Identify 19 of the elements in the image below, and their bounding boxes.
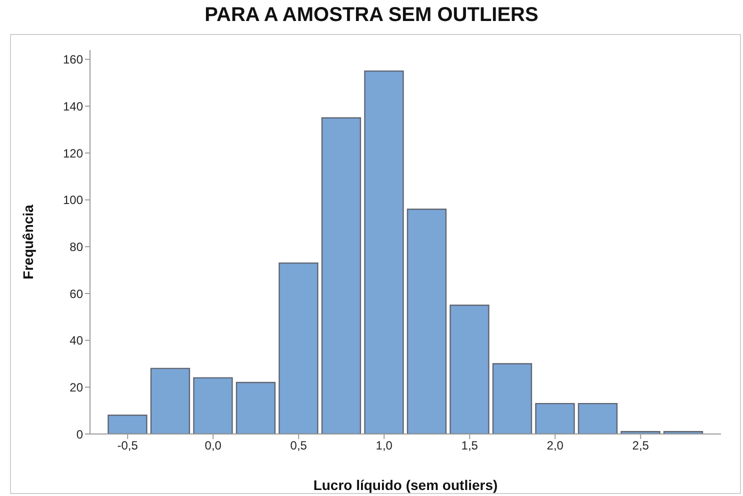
y-tick-label: 160 [62, 52, 84, 67]
y-tick-label: 40 [70, 334, 84, 348]
y-tick-label: 140 [62, 99, 84, 114]
x-axis-title: Lucro líquido (sem outliers) [313, 477, 498, 493]
y-tick-label: 100 [62, 193, 84, 208]
x-tick-label: -0,5 [117, 438, 138, 453]
x-tick-label: 0,0 [204, 438, 222, 453]
y-tick-label: 120 [62, 146, 84, 160]
x-tick-label: 2,0 [546, 438, 564, 453]
x-tick-label: 2,5 [632, 438, 650, 453]
y-tick-label: 20 [70, 380, 84, 394]
y-axis-title: Frequência [20, 204, 36, 280]
y-tick-label: 60 [70, 286, 84, 301]
x-tick-label: 0,5 [290, 438, 308, 453]
y-tick-label: 80 [70, 240, 84, 254]
x-tick-label: 1,5 [461, 438, 478, 453]
chart-title: PARA A AMOSTRA SEM OUTLIERS [204, 4, 540, 27]
x-tick-label: 1,0 [376, 438, 393, 453]
y-tick-label: 0 [76, 427, 84, 442]
